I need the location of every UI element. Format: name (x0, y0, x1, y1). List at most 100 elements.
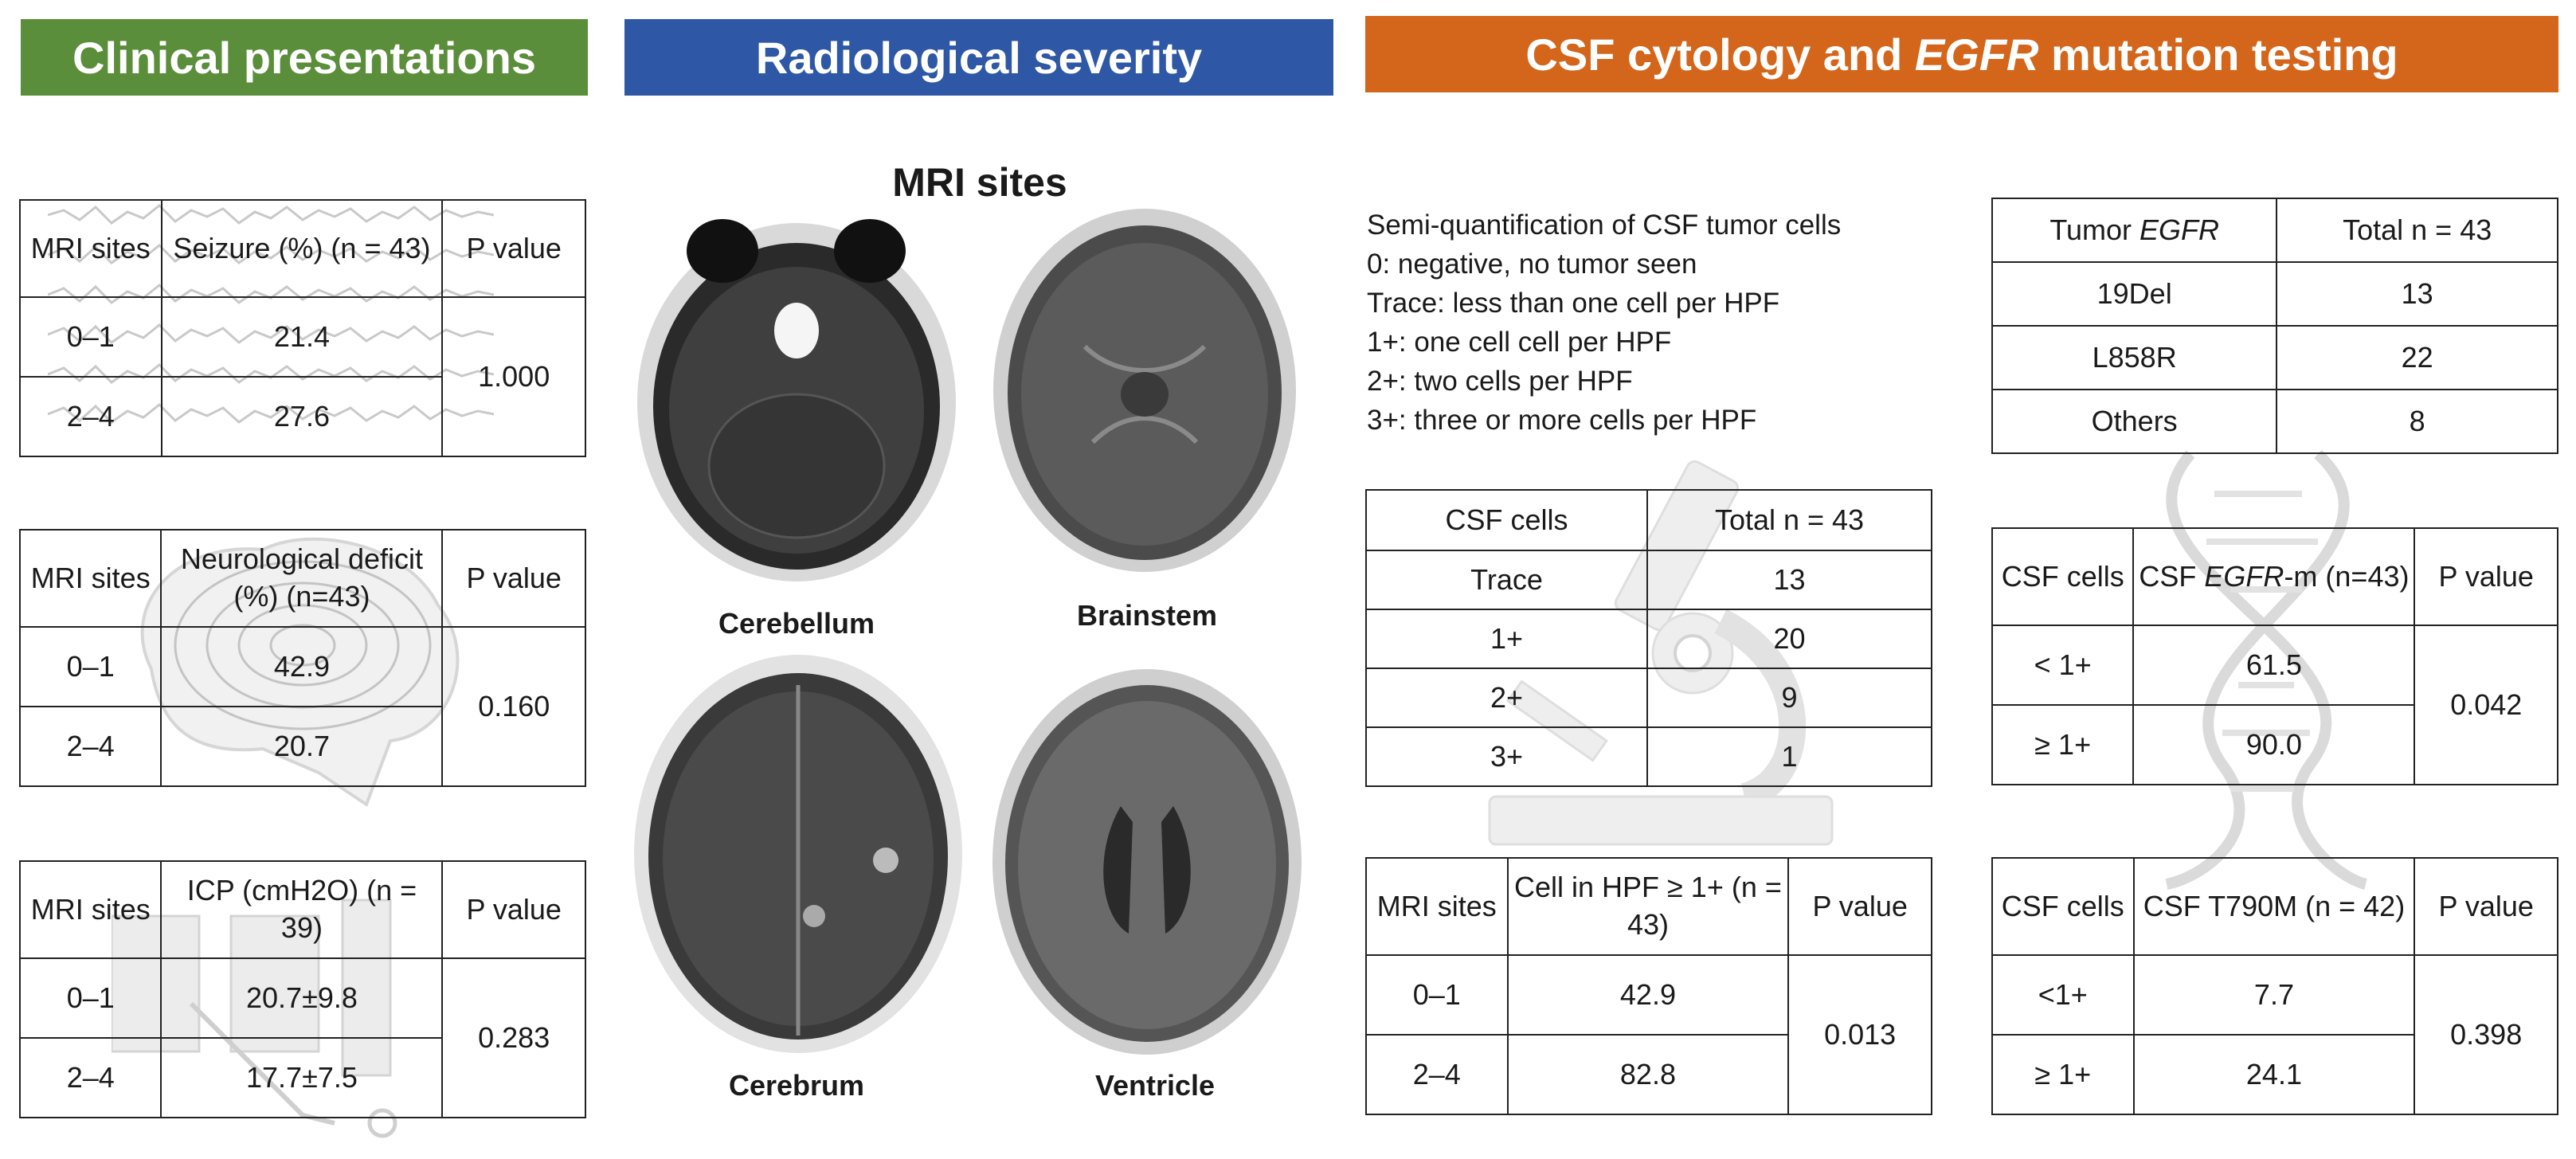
p-value-cell: 0.160 (441, 626, 586, 787)
mri-sites-title: MRI sites (892, 160, 1067, 205)
table-header: MRI sites (18, 860, 162, 959)
seizure-table: MRI sites Seizure (%) (n = 43) P value 0… (19, 199, 586, 457)
table-header: CSF EGFR-m (n=43) (2132, 527, 2416, 626)
table-header: Seizure (%) (n = 43) (160, 199, 444, 298)
table-cell: 1+ (1364, 609, 1649, 669)
table-header: P value (2414, 857, 2558, 956)
table-header: MRI sites (1365, 857, 1509, 956)
table-cell: 9 (1646, 668, 1932, 728)
table-header: P value (441, 199, 586, 298)
mri-cerebrum-image (631, 653, 965, 1055)
legend-line: 2+: two cells per HPF (1367, 366, 1633, 397)
radiological-header-text: Radiological severity (755, 32, 1203, 83)
table-cell: 27.6 (160, 376, 444, 457)
table-cell: 1 (1646, 726, 1932, 787)
table-cell: 13 (1646, 550, 1932, 610)
table-cell: ≥ 1+ (1991, 1034, 2135, 1115)
table-cell: L858R (1991, 325, 2278, 390)
table-cell: 20 (1646, 609, 1932, 669)
csf-header-post: mutation testing (2038, 29, 2398, 80)
table-cell: 19Del (1991, 261, 2278, 327)
table-header: P value (441, 529, 586, 628)
tumor-egfr-header-em: EGFR (2139, 213, 2220, 246)
table-header: Total n = 43 (1646, 489, 1932, 551)
table-cell: 2–4 (18, 706, 162, 787)
table-header: MRI sites (19, 199, 162, 298)
csf-egfr-header-pre: CSF (2139, 559, 2205, 593)
neurological-deficit-table: MRI sites Neurological deficit (%) (n=43… (18, 529, 586, 787)
table-header: Total n = 43 (2276, 198, 2558, 263)
csf-egfr-header-post: -m (n=43) (2284, 559, 2410, 593)
table-cell: 13 (2276, 261, 2558, 327)
table-cell: 0–1 (18, 626, 162, 707)
table-header: CSF cells (1364, 489, 1649, 551)
table-cell: 0–1 (19, 296, 162, 378)
mri-brainstem-image (989, 203, 1300, 578)
csf-egfr-m-table: CSF cells CSF EGFR-m (n=43) P value < 1+… (1991, 527, 2558, 785)
clinical-presentations-header: Clinical presentations (21, 19, 588, 96)
table-cell: 3+ (1364, 726, 1649, 787)
table-cell: Trace (1364, 550, 1649, 610)
table-cell: 42.9 (1506, 954, 1790, 1036)
table-cell: 22 (2276, 325, 2558, 390)
table-cell: 0–1 (1365, 954, 1509, 1036)
table-cell: < 1+ (1991, 625, 2135, 706)
table-header: CSF cells (1991, 527, 2135, 626)
brainstem-label: Brainstem (1076, 599, 1218, 632)
tumor-egfr-table: Tumor EGFR Total n = 43 19Del 13 L858R 2… (1991, 198, 2558, 454)
table-cell: 0–1 (18, 957, 162, 1039)
csf-cytology-header: CSF cytology and EGFR mutation testing (1365, 16, 2558, 92)
legend-line: 1+: one cell cell per HPF (1367, 327, 1672, 358)
table-cell: Others (1991, 389, 2278, 454)
cerebrum-label: Cerebrum (728, 1069, 865, 1102)
legend-line: Semi-quantification of CSF tumor cells (1367, 209, 1842, 241)
table-header: ICP (cmH2O) (n = 39) (160, 860, 444, 959)
table-cell: 2–4 (1365, 1034, 1509, 1115)
clinical-header-text: Clinical presentations (72, 32, 536, 83)
p-value-cell: 0.013 (1787, 954, 1932, 1115)
csf-semi-quantification-legend: Semi-quantification of CSF tumor cells 0… (1367, 206, 1924, 440)
tumor-egfr-header-pre: Tumor (2049, 213, 2139, 246)
p-value-cell: 0.398 (2414, 954, 2558, 1115)
csf-header-em: EGFR (1914, 29, 2039, 80)
table-header: Neurological deficit (%) (n=43) (160, 529, 444, 628)
icp-table: MRI sites ICP (cmH2O) (n = 39) P value 0… (18, 860, 586, 1118)
table-cell: 7.7 (2132, 954, 2416, 1036)
table-cell: 8 (2276, 389, 2558, 454)
mri-cerebellum-image (631, 203, 962, 585)
csf-egfr-header-em: EGFR (2204, 559, 2284, 593)
table-header: Cell in HPF ≥ 1+ (n = 43) (1506, 857, 1790, 956)
table-header: P value (1787, 857, 1932, 956)
csf-header-pre: CSF cytology and (1525, 29, 1915, 80)
table-header: CSF cells (1991, 857, 2135, 956)
table-header: P value (441, 860, 586, 959)
csf-cells-table: CSF cells Total n = 43 Trace 13 1+ 20 2+… (1364, 489, 1932, 787)
cell-in-hpf-table: MRI sites Cell in HPF ≥ 1+ (n = 43) P va… (1365, 857, 1932, 1115)
table-cell: 61.5 (2132, 625, 2416, 706)
radiological-severity-header: Radiological severity (624, 19, 1333, 96)
table-cell: 2–4 (19, 376, 162, 457)
table-cell: 90.0 (2132, 704, 2416, 785)
table-header: MRI sites (18, 529, 162, 628)
csf-t790m-table: CSF cells CSF T790M (n = 42) P value <1+… (1991, 857, 2558, 1115)
ventricle-label: Ventricle (1094, 1069, 1216, 1102)
p-value-cell: 0.283 (441, 957, 586, 1118)
table-cell: 82.8 (1506, 1034, 1790, 1115)
legend-line: 0: negative, no tumor seen (1367, 249, 1697, 280)
legend-line: Trace: less than one cell per HPF (1367, 288, 1780, 319)
table-header: Tumor EGFR (1991, 198, 2278, 263)
table-cell: 42.9 (160, 626, 444, 707)
table-header: CSF T790M (n = 42) (2132, 857, 2416, 956)
cerebellum-label: Cerebellum (718, 607, 875, 640)
p-value-cell: 0.042 (2414, 625, 2558, 785)
table-header: P value (2414, 527, 2558, 626)
table-cell: 17.7±7.5 (160, 1037, 444, 1118)
legend-line: 3+: three or more cells per HPF (1367, 405, 1757, 436)
p-value-cell: 1.000 (441, 296, 586, 457)
table-cell: 20.7±9.8 (160, 957, 444, 1039)
table-cell: 2–4 (18, 1037, 162, 1118)
table-cell: <1+ (1991, 954, 2135, 1036)
table-cell: 2+ (1364, 668, 1649, 728)
mri-ventricle-image (989, 663, 1305, 1057)
table-cell: 20.7 (160, 706, 444, 787)
